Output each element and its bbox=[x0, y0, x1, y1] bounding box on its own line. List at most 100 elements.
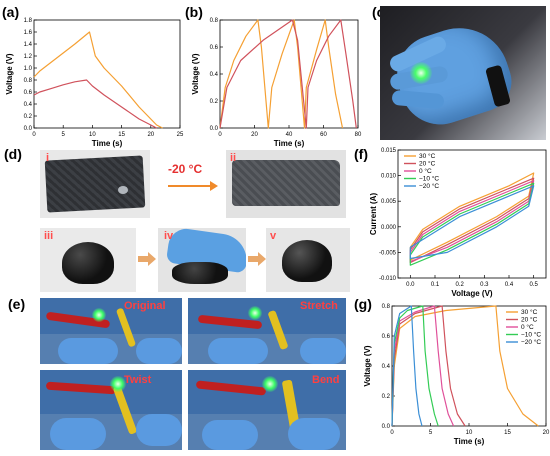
y-tick-label: -0.005 bbox=[379, 250, 397, 256]
arrow-iv-v bbox=[248, 252, 266, 271]
panel-label-d: (d) bbox=[4, 146, 22, 162]
x-tick-label: 0 bbox=[218, 132, 222, 138]
chart-f-legend: 30 °C20 °C0 °C−10 °C−20 °C bbox=[404, 152, 439, 190]
x-tick-label: 15 bbox=[118, 132, 125, 138]
chart-g-axes: 0 5 10 15 20 0.0 0.2 0.4 0.6 0.8 Time (s) Voltage (… bbox=[363, 304, 550, 446]
photo-label-bend: Bend bbox=[312, 374, 340, 386]
x-tick-label: 0.5 bbox=[529, 282, 538, 288]
series-line-1 bbox=[391, 305, 539, 427]
legend-label: 20 °C bbox=[419, 160, 436, 168]
y-axis-label: Voltage (V) bbox=[363, 345, 372, 387]
x-axis-label: Voltage (V) bbox=[451, 289, 493, 298]
x-tick-label: 0.0 bbox=[406, 282, 415, 288]
plot-frame bbox=[219, 19, 359, 129]
series-line-2 bbox=[409, 177, 535, 264]
x-tick-label: 10 bbox=[89, 132, 96, 138]
y-tick-label: 0.2 bbox=[24, 114, 33, 120]
legend-label: −20 °C bbox=[521, 338, 541, 346]
y-tick-label: 0.0 bbox=[24, 126, 33, 132]
x-tick-label: 60 bbox=[320, 132, 327, 138]
x-tick-label: 20 bbox=[543, 430, 550, 436]
photo-label-stretch: Stretch bbox=[300, 300, 338, 312]
y-tick-label: 0.6 bbox=[382, 334, 391, 340]
legend-label: 0 °C bbox=[419, 167, 432, 175]
photo-d-iii bbox=[40, 228, 136, 292]
panel-label-f: (f) bbox=[354, 146, 368, 162]
plot-frame bbox=[397, 149, 547, 279]
y-tick-label: 0.6 bbox=[210, 45, 219, 51]
series-line-1 bbox=[219, 19, 344, 129]
legend-label: −10 °C bbox=[521, 331, 541, 339]
series-line-3 bbox=[409, 180, 535, 263]
series-line-4 bbox=[409, 182, 535, 266]
series-line-3 bbox=[391, 305, 455, 427]
y-tick-label: 0.6 bbox=[24, 90, 33, 96]
y-tick-label: 0.0 bbox=[210, 126, 219, 132]
cooling-label: -20 °C bbox=[168, 162, 203, 176]
photo-d-i bbox=[40, 150, 150, 218]
panel-label-g: (g) bbox=[354, 296, 372, 312]
y-tick-label: 0.015 bbox=[381, 148, 397, 154]
series-line-2 bbox=[219, 19, 357, 129]
x-tick-label: 20 bbox=[251, 132, 258, 138]
series-line-5 bbox=[391, 305, 423, 427]
y-tick-label: 0.2 bbox=[210, 99, 219, 105]
y-tick-label: -0.010 bbox=[379, 276, 397, 282]
photo-e-bend bbox=[188, 370, 346, 450]
series-line-4 bbox=[391, 305, 439, 427]
cooling-arrow: -20 °C bbox=[166, 160, 218, 200]
photo-label-iv: iv bbox=[164, 230, 174, 242]
legend-label: 0 °C bbox=[521, 323, 534, 331]
photo-e-stretch bbox=[188, 298, 346, 364]
series-line-1 bbox=[33, 31, 163, 129]
y-tick-label: 0.4 bbox=[24, 102, 33, 108]
legend-label: 30 °C bbox=[419, 152, 436, 160]
arrow-iii-iv bbox=[138, 252, 156, 271]
x-axis-label: Time (s) bbox=[274, 139, 305, 148]
legend-label: 20 °C bbox=[521, 316, 538, 324]
y-tick-label: 0.000 bbox=[381, 225, 397, 231]
chart-b-axes: 0 20 40 60 80 0.0 0.2 0.4 0.6 0.8 Time (s) Voltage … bbox=[191, 18, 362, 148]
photo-label-ii: ii bbox=[230, 152, 237, 164]
y-tick-label: 0.010 bbox=[381, 174, 397, 180]
y-tick-label: 0.8 bbox=[382, 304, 391, 310]
x-tick-label: 0 bbox=[390, 430, 394, 436]
series-line-2 bbox=[391, 305, 466, 427]
x-tick-label: 0.4 bbox=[505, 282, 514, 288]
y-tick-label: 0.8 bbox=[210, 18, 219, 24]
y-tick-label: 1.6 bbox=[24, 30, 33, 36]
photo-label-twist: Twist bbox=[124, 374, 152, 386]
photo-d-iv bbox=[158, 228, 246, 292]
series-line-1 bbox=[409, 172, 535, 261]
chart-a-axes: 0 5 10 15 20 25 0.0 0.2 0.4 0.6 0.8 1.0 1.2 1.4 1.6 1.8… bbox=[5, 18, 184, 148]
panel-label-e: (e) bbox=[8, 296, 26, 312]
series-line-5 bbox=[409, 185, 535, 260]
y-axis-label: Voltage (V) bbox=[191, 53, 200, 95]
y-tick-label: 0.0 bbox=[382, 424, 391, 430]
x-tick-label: 10 bbox=[466, 430, 473, 436]
legend-label: 30 °C bbox=[521, 308, 538, 316]
y-tick-label: 1.0 bbox=[24, 66, 33, 72]
x-tick-label: 25 bbox=[177, 132, 184, 138]
x-tick-label: 40 bbox=[286, 132, 293, 138]
x-tick-label: 5 bbox=[62, 132, 66, 138]
photo-e-twist bbox=[40, 370, 182, 450]
x-tick-label: 0.1 bbox=[431, 282, 440, 288]
y-axis-label: Current (A) bbox=[369, 193, 378, 236]
photo-label-original: Original bbox=[124, 300, 166, 312]
photo-label-iii: iii bbox=[44, 230, 54, 242]
y-tick-label: 0.4 bbox=[382, 364, 391, 370]
y-tick-label: 0.4 bbox=[210, 72, 219, 78]
x-axis-label: Time (s) bbox=[92, 139, 123, 148]
series-line-2 bbox=[33, 79, 157, 129]
led-glow bbox=[410, 62, 432, 84]
y-tick-label: 0.8 bbox=[24, 78, 33, 84]
x-tick-label: 80 bbox=[355, 132, 362, 138]
y-tick-label: 1.4 bbox=[24, 42, 33, 48]
y-tick-label: 1.2 bbox=[24, 54, 33, 60]
x-tick-label: 0 bbox=[32, 132, 36, 138]
y-axis-label: Voltage (V) bbox=[5, 53, 14, 95]
plot-frame bbox=[33, 19, 181, 129]
panel-label-b: (b) bbox=[185, 4, 203, 20]
photo-label-v: v bbox=[270, 230, 277, 242]
